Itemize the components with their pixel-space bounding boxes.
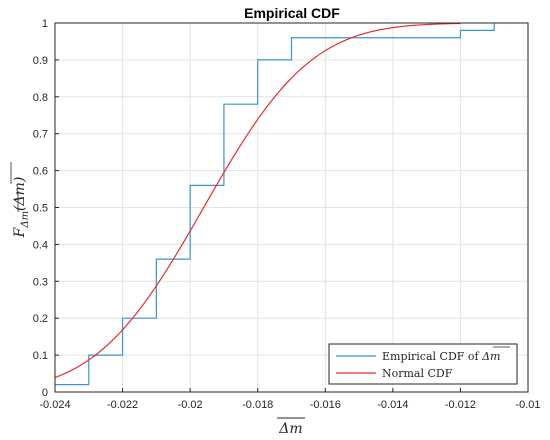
y-axis-label: FΔm(Δm) [10,162,31,239]
y-axis-label-main: F [12,226,28,238]
x-tick-label: -0.02 [178,399,203,411]
series-layer [54,22,495,386]
x-tick-label: -0.016 [310,399,341,411]
ticks: -0.024 -0.022 -0.02 -0.018 -0.016 -0.014 -0.01… [33,18,541,411]
y-tick-label: 0.1 [33,350,48,362]
y-axis-label-open-paren: ( [12,205,28,211]
y-tick-label: 0.7 [33,129,48,141]
svg-text:Δm: Δm [278,421,302,437]
x-tick-label: -0.014 [377,399,408,411]
y-axis-label-subscript: Δm [20,211,31,229]
x-tick-label: -0.018 [242,399,273,411]
x-tick-label: -0.01 [515,399,540,411]
series-normal-cdf [54,22,461,379]
chart-title: Empirical CDF [244,5,340,21]
y-tick-label: 0.4 [33,239,48,251]
x-axis-label: Δm [277,417,305,437]
x-tick-label: -0.022 [107,399,138,411]
x-tick-label: -0.024 [39,399,70,411]
y-tick-label: 1 [42,18,48,30]
y-axis-label-close-paren: ) [12,177,28,183]
y-tick-label: 0.3 [33,276,48,288]
legend-box [328,343,518,385]
legend-label-normal-cdf: Normal CDF [382,367,453,380]
y-axis-label-arg: Δm [12,182,28,206]
svg-text:FΔm(Δm): FΔm(Δm) [12,177,31,239]
x-tick-label: -0.012 [445,399,476,411]
y-tick-label: 0.5 [33,203,48,215]
y-tick-label: 0 [42,387,48,399]
legend: Empirical CDF of Δm Normal CDF [328,343,518,385]
y-tick-label: 0.2 [33,313,48,325]
y-tick-label: 0.6 [33,166,48,178]
legend-label-empirical-cdf: Empirical CDF of Δm [382,350,500,363]
y-tick-label: 0.9 [33,55,48,67]
series-empirical-cdf [55,23,495,386]
y-tick-label: 0.8 [33,92,48,104]
